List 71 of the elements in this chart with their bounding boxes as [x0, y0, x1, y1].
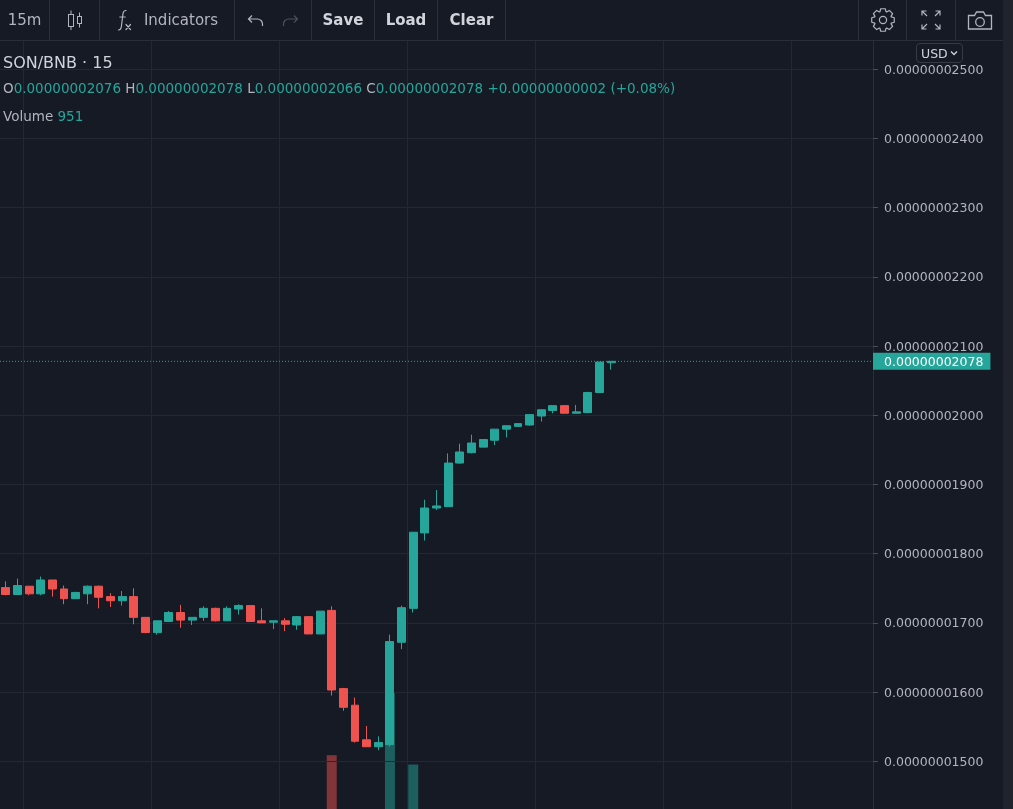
- candlestick: [374, 735, 383, 751]
- candlestick: [164, 610, 173, 622]
- candlestick: [13, 578, 22, 596]
- candlestick: [153, 620, 162, 636]
- indicators-button: Indicators: [100, 0, 235, 40]
- text: O0.00000002076 H0.00000002078 L0.00000002066 C0.00000002078 +0.00000000002 (+0.08%): [3, 80, 676, 96]
- candlestick: [94, 585, 103, 609]
- candlestick: [455, 443, 464, 465]
- candlestick: [106, 592, 115, 608]
- candlestick: [36, 576, 45, 596]
- y-tick-label: 0.00000001600: [884, 684, 984, 700]
- candlestick: [537, 409, 546, 423]
- y-tick-label: 0.00000002300: [884, 200, 984, 216]
- candlestick: [257, 607, 266, 624]
- candlestick: [83, 585, 92, 605]
- candlestick: [548, 405, 557, 414]
- candlestick: [502, 425, 511, 438]
- clear-button: Clear: [438, 0, 506, 40]
- candlestick: [118, 590, 127, 607]
- candlestick: [525, 414, 534, 427]
- candlestick: [246, 605, 255, 622]
- candlestick: [397, 605, 406, 650]
- candlestick: [327, 605, 336, 697]
- currency-dropdown: USD: [916, 43, 963, 63]
- candlestick: [467, 434, 476, 454]
- candlestick: [176, 604, 185, 629]
- y-tick-label: 0.00000001500: [884, 753, 984, 769]
- y-tick-label: 0.00000001800: [884, 546, 984, 562]
- candlestick: [60, 585, 68, 605]
- candlestick: [316, 610, 325, 635]
- candlestick: [223, 605, 231, 622]
- ref-line-label: 0.00000002078: [884, 353, 984, 369]
- candlestick: [490, 428, 499, 446]
- candlestick: [362, 725, 371, 748]
- candlestick: [188, 616, 197, 626]
- candlestick: [432, 489, 441, 511]
- y-tick-label: 0.00000002000: [884, 407, 984, 423]
- candlestick: [572, 404, 581, 414]
- candlestick: [211, 607, 220, 622]
- y-tick-label: 0.00000002500: [884, 61, 984, 77]
- y-tick-label: 0.00000001700: [884, 615, 984, 631]
- y-tick-label: 0.00000002200: [884, 269, 984, 285]
- candlestick: [583, 391, 592, 414]
- candlestick: [25, 585, 34, 596]
- candlestick: [48, 579, 57, 598]
- y-tick-label: 0.00000001900: [884, 477, 984, 492]
- y-tick-label: 0.00000002400: [884, 131, 984, 147]
- candlestick: [234, 603, 243, 616]
- candlestick: [141, 616, 150, 634]
- candlestick: [409, 531, 418, 613]
- candlestick: [444, 452, 453, 508]
- candlestick: [560, 405, 569, 414]
- candlestick: [1, 580, 10, 596]
- candlestick: [304, 616, 313, 635]
- y-tick-label: 0.00000002100: [884, 338, 984, 354]
- candlestick: [420, 499, 429, 542]
- load-button: Load: [375, 0, 438, 40]
- interval-button: 15m: [0, 0, 50, 40]
- candlestick: [292, 615, 301, 631]
- save-button: Save: [312, 0, 375, 40]
- candlestick: [514, 423, 522, 427]
- candlestick: [199, 605, 208, 622]
- candlestick: [129, 587, 138, 625]
- candlestick: [351, 697, 359, 744]
- candlestick: [339, 687, 348, 712]
- candlestick: [71, 591, 80, 600]
- chart-title: Volume 951: [3, 108, 84, 124]
- candlestick: [269, 620, 278, 630]
- candlestick: [281, 617, 290, 632]
- text: SON/BNB · 15: [3, 53, 113, 73]
- candlestick: [479, 439, 488, 448]
